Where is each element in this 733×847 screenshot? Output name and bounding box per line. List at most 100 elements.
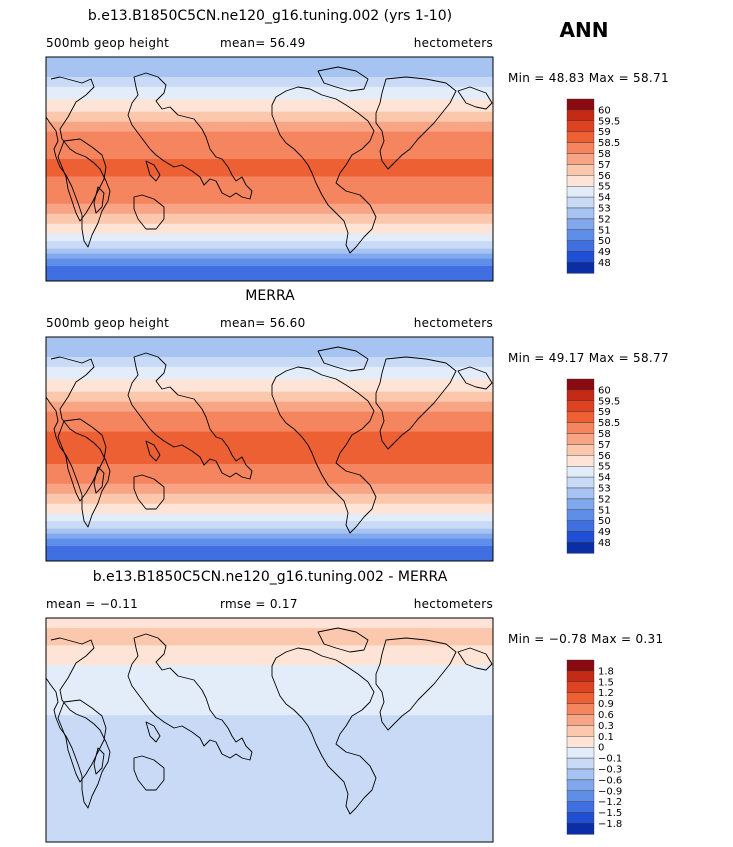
contour-band [46, 501, 493, 505]
legend-tick-label: −1.8 [598, 819, 622, 830]
legend-box [566, 218, 595, 230]
contour-band [46, 819, 493, 823]
legend-tick-label: 54 [598, 193, 611, 204]
legend-tick-label: 52 [598, 214, 611, 225]
contour-band [46, 114, 493, 118]
contour-band [46, 241, 493, 245]
legend-tick-label: 58.5 [598, 138, 620, 149]
legend-tick-label: 51 [598, 225, 611, 236]
contour-band [46, 278, 493, 281]
map-field [46, 57, 493, 281]
legend-tick-label: 50 [598, 516, 611, 527]
contour-band [46, 834, 493, 838]
units-label: hectometers [414, 316, 493, 330]
legend-box [566, 175, 595, 187]
contour-band [46, 106, 493, 110]
contour-band [46, 173, 493, 178]
contour-band [46, 799, 493, 803]
legend-box [566, 509, 595, 521]
contour-band [46, 126, 493, 130]
contour-band [46, 705, 493, 709]
contour-band [46, 739, 493, 744]
contour-band [46, 416, 493, 420]
contour-band [46, 364, 493, 368]
contour-band [46, 767, 493, 771]
contour-band [46, 94, 493, 98]
contour-band [46, 667, 493, 671]
contour-band [46, 159, 493, 163]
legend-tick-label: −0.3 [598, 765, 622, 776]
contour-band [46, 536, 493, 540]
contour-band [46, 672, 493, 676]
contour-band [46, 804, 493, 808]
contour-band [46, 276, 493, 280]
contour-band [46, 266, 493, 270]
contour-band [46, 439, 493, 443]
contour-band [46, 111, 493, 115]
contour-band [46, 627, 493, 632]
contour-band [46, 837, 493, 841]
contour-band [46, 782, 493, 786]
contour-band [46, 498, 493, 502]
legend-box [566, 736, 595, 748]
contour-band [46, 789, 493, 793]
contour-band [46, 376, 493, 380]
contour-band [46, 829, 493, 833]
contour-band [46, 349, 493, 353]
legend-box [566, 757, 595, 770]
contour-band [46, 461, 493, 465]
contour-band [46, 444, 493, 448]
contour-band [46, 136, 493, 140]
contour-band [46, 359, 493, 363]
legend-tick-label: 59.5 [598, 116, 620, 127]
legend-box [566, 531, 595, 543]
legend-box [566, 455, 595, 467]
contour-band [46, 774, 493, 778]
legend-box [566, 109, 595, 122]
legend-box [566, 692, 595, 704]
contour-band [46, 337, 493, 341]
variable-label: 500mb geop height [46, 316, 169, 330]
contour-band [46, 81, 493, 85]
contour-band [46, 722, 493, 726]
legend-box [566, 196, 595, 209]
mean-label: mean= 56.60 [220, 316, 306, 330]
contour-band [46, 802, 493, 806]
contour-band [46, 101, 493, 105]
season-label: ANN [560, 18, 609, 42]
legend-tick-label: 56 [598, 171, 611, 182]
contour-band [46, 193, 493, 197]
legend-box [566, 670, 595, 683]
legend-box [566, 378, 595, 391]
contour-band [46, 59, 493, 63]
legend-tick-label: 53 [598, 204, 611, 215]
contour-band [46, 618, 493, 622]
contour-band [46, 794, 493, 798]
legend-tick-label: −1.2 [598, 797, 622, 808]
contour-band [46, 814, 493, 818]
contour-band [46, 431, 493, 435]
legend-tick-label: 51 [598, 505, 611, 516]
map-field [46, 337, 493, 561]
contour-band [46, 344, 493, 348]
contour-band [46, 473, 493, 477]
contour-band [46, 223, 493, 227]
contour-band [46, 201, 493, 205]
contour-band [46, 772, 493, 776]
contour-band [46, 203, 493, 207]
legend-box [566, 714, 595, 726]
legend-tick-label: 55 [598, 462, 611, 473]
contour-band [46, 491, 493, 495]
legend-tick-label: 60 [598, 105, 611, 116]
contour-band [46, 221, 493, 225]
legend-tick-label: −0.6 [598, 775, 622, 786]
legend-tick-label: 58.5 [598, 418, 620, 429]
contour-band [46, 548, 493, 552]
panel-title: b.e13.B1850C5CN.ne120_g16.tuning.002 (yr… [88, 8, 452, 24]
contour-band [46, 404, 493, 408]
contour-band [46, 546, 493, 550]
contour-band [46, 697, 493, 701]
contour-band [46, 258, 493, 262]
